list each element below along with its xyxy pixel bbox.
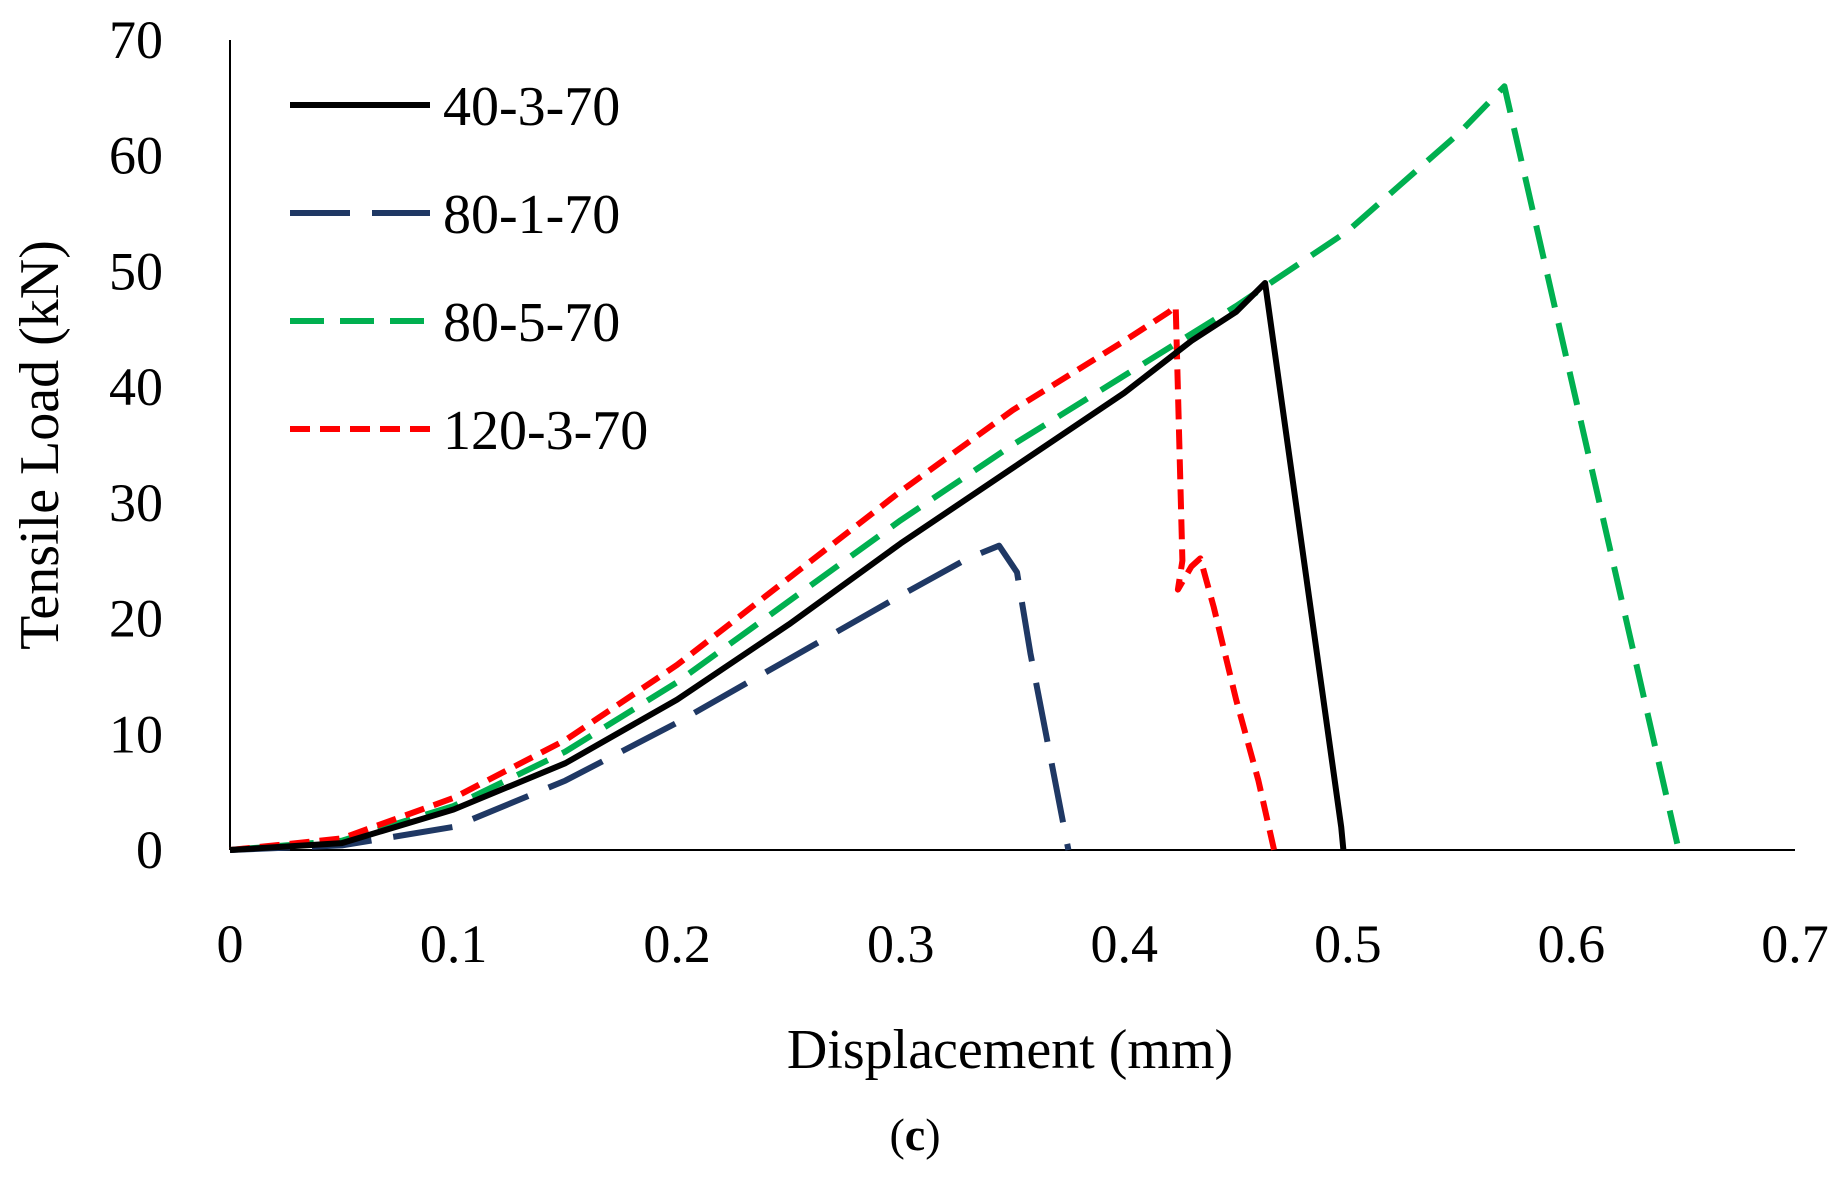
legend: 40-3-70 80-1-70 80-5-70 120-3-70 xyxy=(290,76,648,462)
y-tick-label: 70 xyxy=(109,10,163,70)
series-layer xyxy=(229,83,1682,853)
figure-caption: (c) xyxy=(889,1109,940,1160)
x-tick-label: 0.7 xyxy=(1761,914,1829,974)
y-tick-label: 50 xyxy=(109,241,163,301)
y-tick-label: 30 xyxy=(109,473,163,533)
caption-open-paren: ( xyxy=(889,1109,904,1160)
y-tick-label: 20 xyxy=(109,589,163,649)
series-line-40-3-70 xyxy=(229,280,1347,853)
y-tick-label: 10 xyxy=(109,704,163,764)
caption-close-paren: ) xyxy=(925,1109,940,1160)
legend-label: 80-1-70 xyxy=(443,184,620,246)
y-axis-title: Tensile Load (kN) xyxy=(9,240,71,650)
x-tick-label: 0.6 xyxy=(1538,914,1606,974)
series-line-80-5-70 xyxy=(229,83,1682,853)
y-tick-label: 40 xyxy=(109,357,163,417)
series-line-120-3-70 xyxy=(229,303,1278,853)
x-tick-label: 0.3 xyxy=(867,914,935,974)
y-tick-label: 0 xyxy=(136,820,163,880)
axes-layer: 0 10 20 30 40 50 60 70 0 0.1 0.2 0.3 0.4 0.5 0.6 0.7 xyxy=(109,10,1829,974)
series-line-80-1-70 xyxy=(229,542,1072,853)
legend-label: 120-3-70 xyxy=(443,400,648,462)
y-tick-label: 60 xyxy=(109,126,163,186)
legend-label: 40-3-70 xyxy=(443,76,620,138)
x-tick-label: 0.2 xyxy=(643,914,711,974)
x-tick-label: 0.4 xyxy=(1091,914,1159,974)
x-axis-title: Displacement (mm) xyxy=(787,1019,1233,1081)
caption-letter: c xyxy=(905,1109,925,1160)
x-tick-label: 0.1 xyxy=(420,914,488,974)
x-tick-label: 0 xyxy=(217,914,244,974)
x-tick-label: 0.5 xyxy=(1314,914,1382,974)
legend-label: 80-5-70 xyxy=(443,292,620,354)
